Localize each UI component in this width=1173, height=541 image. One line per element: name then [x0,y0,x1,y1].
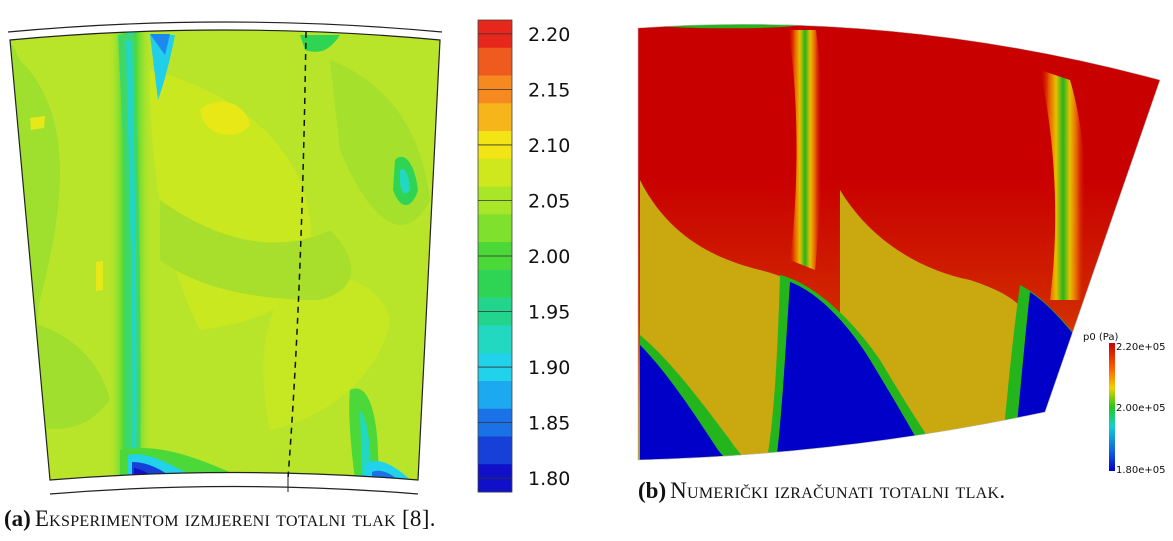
colorbar-a-tick-label: 1.80 [528,468,570,490]
panel-b-contour: p0 (Pa) 2.20e+05 2.00e+05 1.80e+05 [637,24,1166,476]
panel-b: p0 (Pa) 2.20e+05 2.00e+05 1.80e+05 (b) N… [600,0,1173,541]
computed-field [638,24,1160,461]
colorbar-a-swatch [478,436,512,465]
colorbar-a-swatch [478,47,512,77]
colorbar-b: p0 (Pa) 2.20e+05 2.00e+05 1.80e+05 [1083,332,1166,476]
colorbar-a-tick-label: 1.85 [528,413,570,435]
measured-field [10,30,440,480]
colorbar-a-swatch [478,380,512,410]
caption-b-text: Numerički izračunati totalni tlak. [670,478,1006,503]
outer-casing-line [7,21,443,33]
colorbar-b-max: 2.20e+05 [1116,342,1166,353]
panel-a: 2.20 2.15 2.10 2.05 2.00 1.95 1.90 1.85 1.80 (a)… [4,19,570,532]
traverse-line [287,31,307,479]
colorbar-a-swatch [478,103,512,132]
inner-casing-line [49,485,419,495]
colorbar-a-tick-label: 2.05 [528,190,570,212]
sector-outline-b [637,24,1161,461]
colorbar-a-tick-label: 2.15 [528,79,570,101]
colorbar-a-tick-label: 1.90 [528,357,570,379]
panel-a-contour: 2.20 2.15 2.10 2.05 2.00 1.95 1.90 1.85 1.80 [7,19,570,495]
colorbar-b-ramp [1109,343,1115,471]
caption-a: (a) Eksperimentom izmjereni totalni tlak… [4,506,436,532]
colorbar-b-min: 1.80e+05 [1116,465,1166,476]
sector-outline [9,29,441,481]
colorbar-a-tick-label: 2.00 [528,246,570,268]
colorbar-b-title: p0 (Pa) [1083,332,1118,343]
colorbar-a-swatch [478,269,512,299]
caption-a-text: Eksperimentom izmjereni totalni tlak [8]… [34,506,436,531]
caption-b-label: (b) [638,478,667,503]
colorbar-b-mid: 2.00e+05 [1116,403,1166,414]
colorbar-a: 2.20 2.15 2.10 2.05 2.00 1.95 1.90 1.85 1.80 [477,19,570,493]
colorbar-a-swatch [478,214,512,243]
caption-a-label: (a) [4,506,31,531]
colorbar-a-tick-label: 2.10 [528,135,570,157]
colorbar-a-swatch [478,325,512,354]
colorbar-a-swatch [478,158,512,188]
caption-b: (b) Numerički izračunati totalni tlak. [638,478,1005,504]
colorbar-a-tick-label: 1.95 [528,302,570,324]
colorbar-a-tick-label: 2.20 [528,24,570,46]
